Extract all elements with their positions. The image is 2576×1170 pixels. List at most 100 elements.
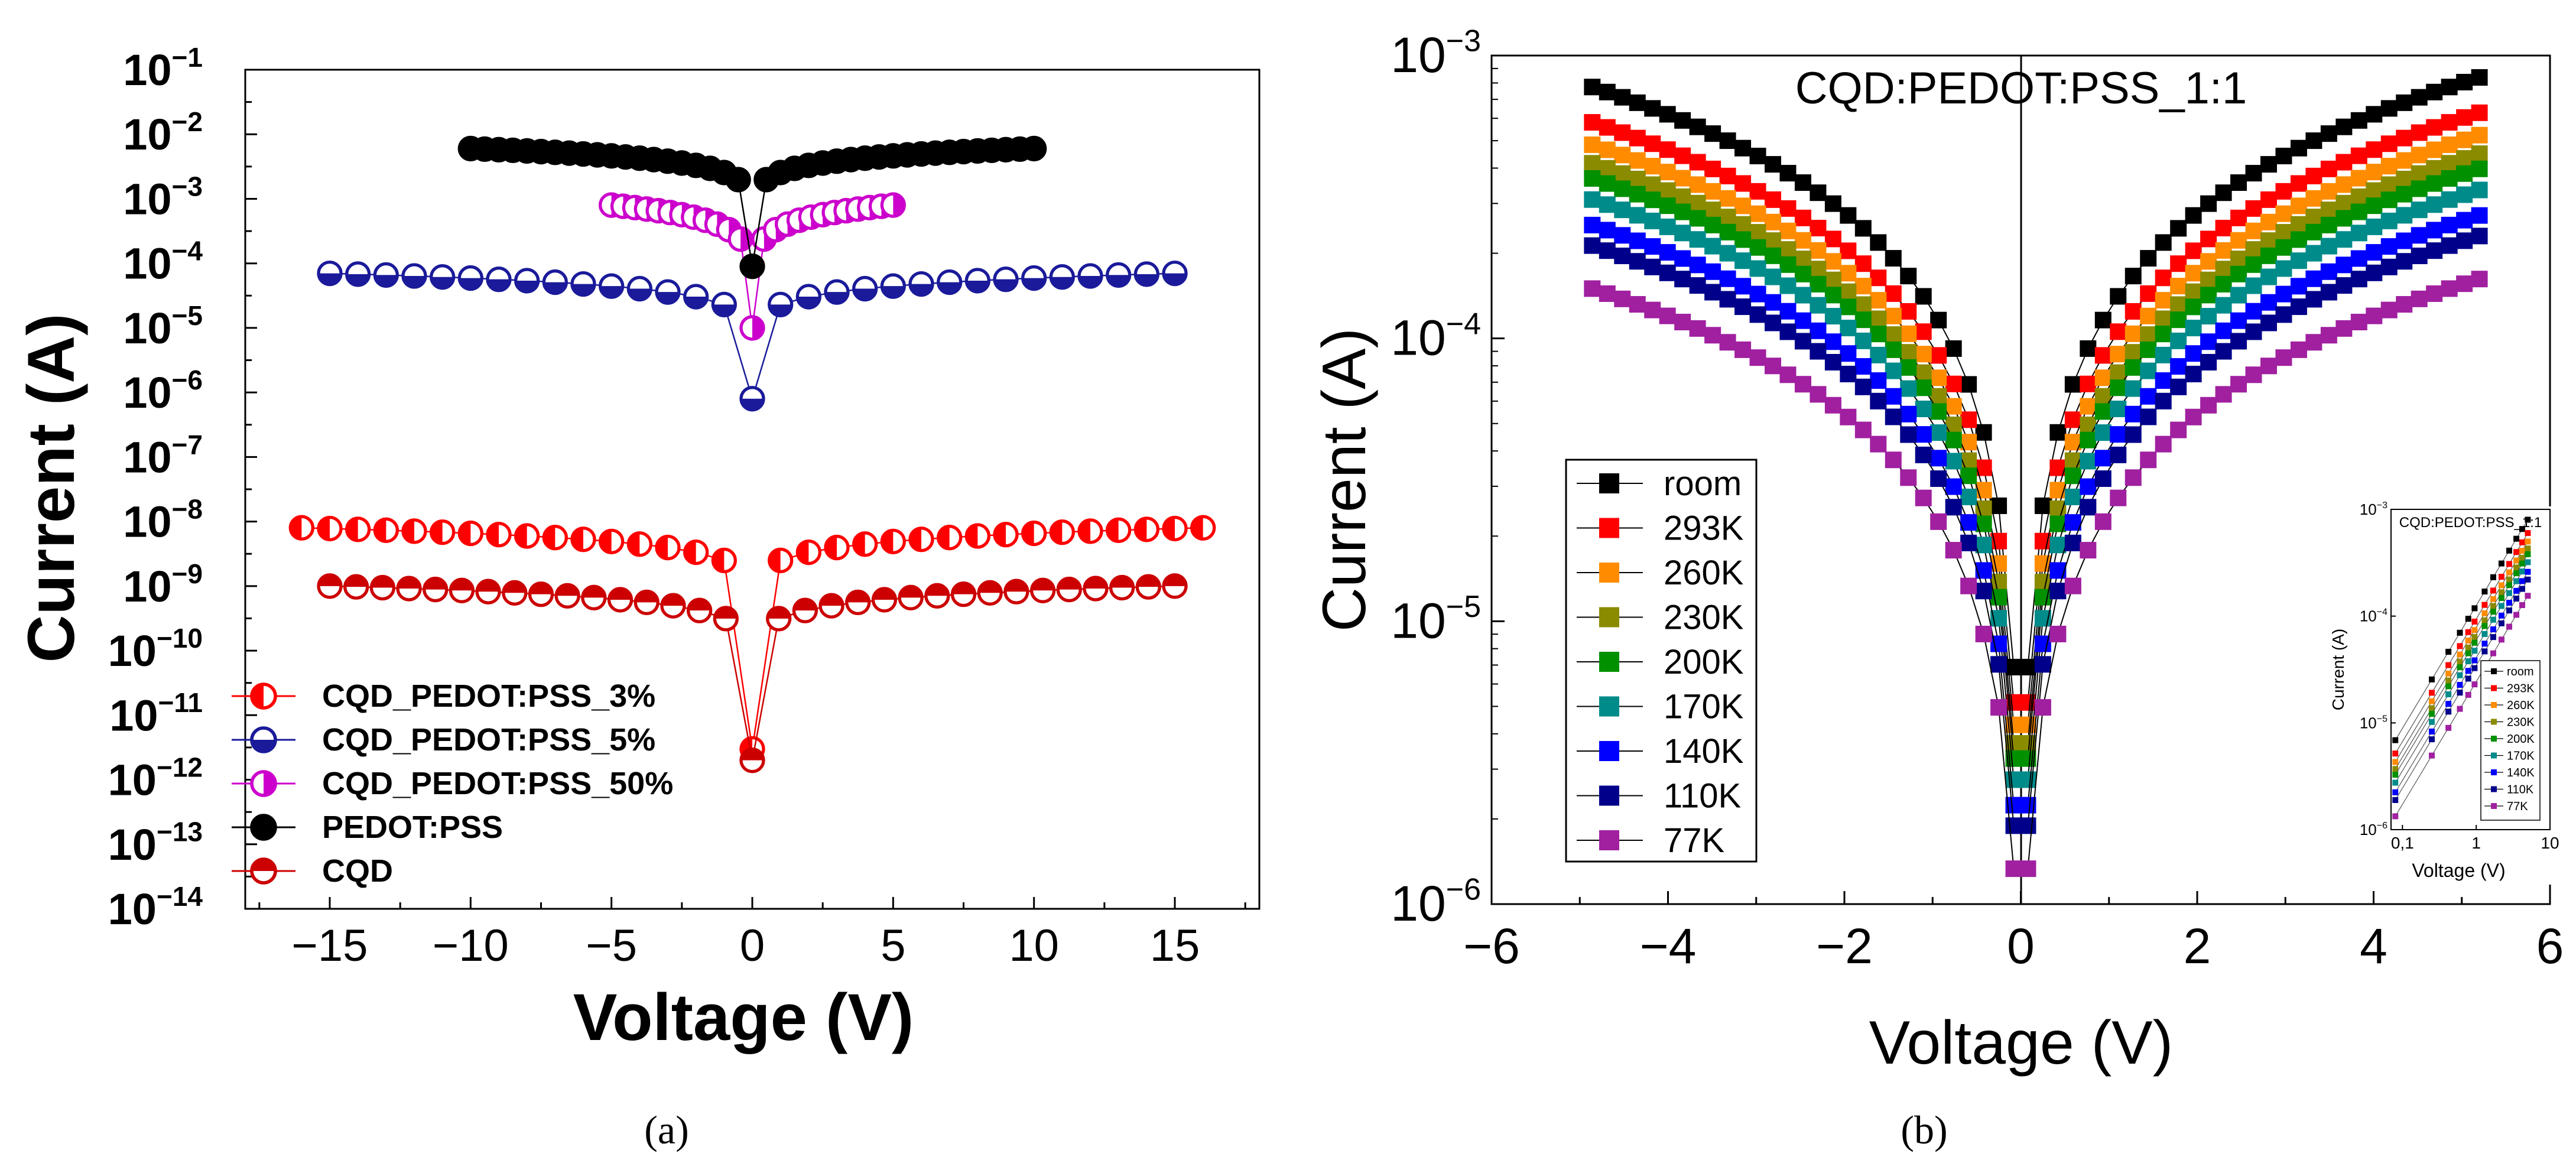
marker-fill	[1137, 576, 1160, 587]
data-point	[1870, 292, 1887, 309]
y-tick-label: 10−3	[1391, 24, 1481, 83]
data-point	[1659, 141, 1676, 158]
marker-fill	[431, 277, 454, 288]
data-point	[2245, 256, 2262, 273]
data-point	[655, 534, 681, 561]
data-point	[2049, 515, 2067, 532]
data-point	[1689, 194, 1706, 212]
marker-fill	[893, 194, 905, 217]
inset-data-point	[2490, 587, 2496, 594]
inset-data-point	[2465, 644, 2471, 651]
data-point	[1975, 583, 1992, 600]
data-point	[1915, 446, 1932, 463]
data-point	[1900, 325, 1917, 342]
x-tick-label: 5	[881, 921, 905, 971]
data-point	[1719, 245, 1736, 262]
inset-data-point	[2457, 643, 2463, 649]
inset-data-point	[2471, 634, 2478, 641]
data-point	[1674, 170, 1691, 187]
marker-fill	[488, 279, 510, 291]
data-point	[1960, 467, 1977, 485]
panel-label-b: (b)	[1901, 1107, 1947, 1152]
marker-fill	[1164, 517, 1175, 540]
legend-label: 200K	[1664, 643, 1744, 681]
data-point	[2125, 344, 2142, 361]
marker-fill	[431, 521, 443, 544]
inset-legend-entry: room	[2484, 665, 2534, 678]
data-point	[2350, 147, 2367, 164]
data-point	[1614, 124, 1631, 141]
data-point	[924, 583, 950, 609]
data-point	[2275, 285, 2292, 303]
data-point	[1704, 125, 1721, 142]
data-point	[1915, 323, 1932, 340]
marker-fill	[826, 536, 837, 559]
data-point	[1990, 497, 2007, 514]
data-point	[1930, 347, 1947, 364]
data-point	[1614, 165, 1631, 182]
x-tick-label: 6	[2536, 918, 2564, 974]
inset-series	[2392, 516, 2531, 743]
data-point	[2140, 388, 2157, 405]
inset-data-point	[2481, 641, 2488, 647]
data-point	[2426, 242, 2443, 259]
data-point	[2426, 196, 2443, 213]
inset-data-point	[2392, 750, 2399, 757]
data-point	[1614, 202, 1631, 219]
data-point	[824, 279, 850, 305]
data-point	[542, 525, 568, 551]
panel-a: 10−1410−1310−1210−1110−1010−910−810−710−…	[14, 42, 1261, 1152]
data-point	[570, 271, 596, 297]
data-point	[1049, 264, 1075, 290]
marker-fill	[1022, 522, 1034, 545]
marker-fill	[1084, 577, 1107, 589]
data-point	[1629, 186, 1646, 203]
data-point	[2140, 307, 2157, 324]
inset-data-point	[2465, 658, 2471, 665]
data-point	[430, 519, 456, 545]
inset-data-point	[2429, 690, 2435, 696]
data-point	[1584, 136, 1601, 153]
inset-plot: CQD:PEDOT:PSS_1:1 10−6 10−5 10−4 10−3 0,1 1 10 V…	[2288, 500, 2559, 885]
marker-fill	[925, 584, 948, 596]
inset-legend-entry: 230K	[2484, 716, 2535, 729]
inset-legend-label: 170K	[2507, 750, 2535, 763]
data-point	[2185, 265, 2202, 282]
series-cqd-pedot-pss-50-	[599, 192, 906, 341]
data-point	[2019, 860, 2036, 878]
data-point	[1644, 301, 1661, 318]
data-point	[2350, 313, 2367, 330]
data-point	[1765, 247, 1782, 264]
x-tick-label: −6	[1463, 918, 1520, 974]
data-point	[2125, 303, 2142, 320]
data-point	[2305, 167, 2322, 184]
data-point	[1960, 452, 1977, 469]
data-point	[396, 576, 422, 602]
inset-data-point	[2481, 648, 2488, 655]
data-point	[2380, 100, 2398, 117]
data-point	[1704, 216, 1721, 233]
data-point	[1810, 322, 1827, 339]
inset-data-point	[2429, 719, 2435, 725]
data-point	[1854, 296, 1872, 313]
data-point	[898, 584, 924, 610]
data-point	[2305, 334, 2322, 351]
data-point	[1810, 261, 1827, 278]
data-markers-b	[1584, 69, 2488, 878]
data-point	[2275, 183, 2292, 200]
inset-data-point	[2525, 593, 2531, 599]
data-point	[2290, 341, 2307, 358]
data-point	[2380, 301, 2398, 318]
inset-legend-marker	[2491, 685, 2497, 691]
inset-data-point	[2481, 610, 2488, 616]
data-point	[1945, 340, 1962, 357]
legend-marker	[250, 682, 277, 710]
marker-fill	[727, 168, 750, 191]
data-markers-a	[288, 135, 1216, 774]
series-line	[470, 148, 1034, 266]
inset-x-tick-label: 0,1	[2391, 834, 2414, 852]
data-point	[457, 520, 483, 547]
data-point	[2335, 154, 2353, 171]
data-point	[2350, 188, 2367, 205]
